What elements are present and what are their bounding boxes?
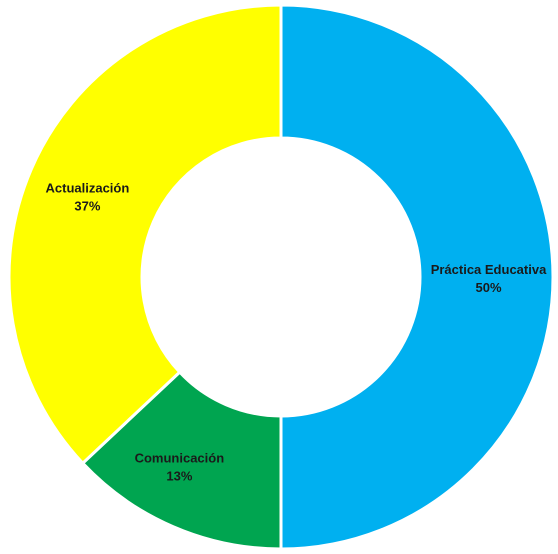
slice-category-label: Práctica Educativa (431, 262, 547, 277)
slice-percent-label: 37% (74, 198, 100, 213)
slice-label: Actualización 37% (46, 180, 130, 213)
slice-category-label: Actualización (46, 180, 130, 195)
slice-percent-label: 50% (475, 280, 501, 295)
slice-label: Práctica Educativa 50% (431, 262, 547, 295)
slice-category-label: Comunicación (135, 451, 225, 466)
slices-layer (7, 3, 555, 551)
slice-percent-label: 13% (166, 469, 192, 484)
slice-actualizaci-n (7, 3, 283, 466)
slice-pr-ctica-educativa (279, 3, 555, 551)
slice-label: Comunicación 13% (135, 451, 225, 484)
slice-comunicaci-n (80, 370, 283, 551)
labels-layer: Práctica Educativa 50% Comunicación 13% Actu… (46, 180, 548, 483)
